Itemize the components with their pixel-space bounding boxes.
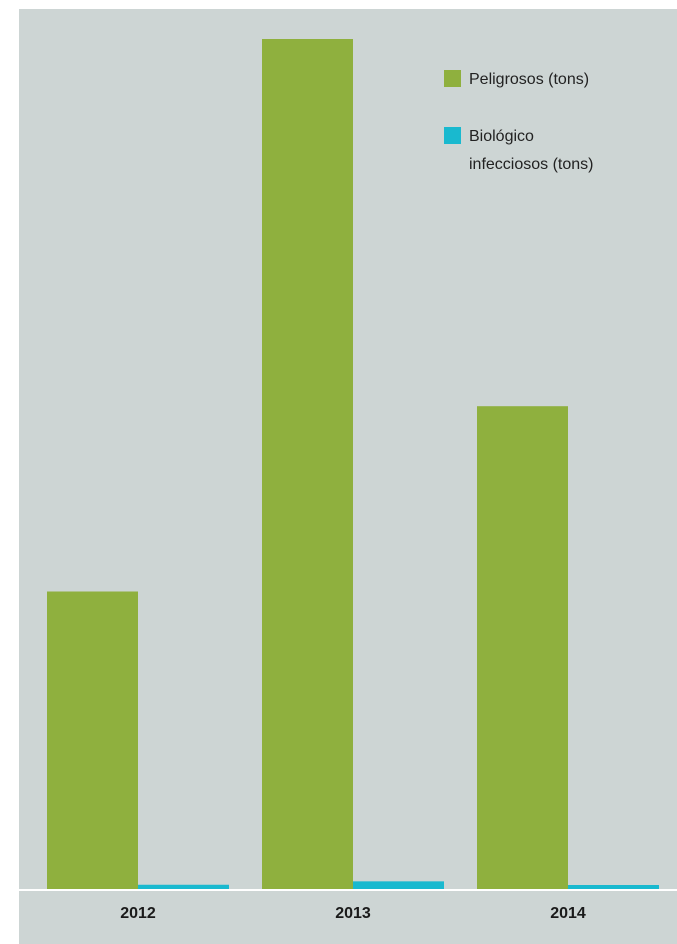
bar-biologico-2012 bbox=[138, 884, 229, 889]
x-tick-label-2013: 2013 bbox=[335, 905, 371, 922]
bar-peligrosos-2014 bbox=[477, 406, 568, 889]
legend-label-line: Peligrosos (tons) bbox=[469, 71, 589, 88]
legend-label-biologico: Biológico infecciosos (tons) bbox=[469, 128, 594, 173]
legend-swatch-peligrosos bbox=[444, 70, 461, 87]
x-tick-label-2012: 2012 bbox=[120, 905, 156, 922]
bar-peligrosos-2012 bbox=[47, 591, 138, 889]
bar-peligrosos-2013 bbox=[262, 39, 353, 889]
bar-biologico-2013 bbox=[353, 881, 444, 889]
legend-label-line: infecciosos (tons) bbox=[469, 156, 594, 173]
bars-layer bbox=[47, 39, 659, 889]
legend-label-peligrosos: Peligrosos (tons) bbox=[469, 71, 589, 88]
bar-biologico-2014 bbox=[568, 885, 659, 889]
x-tick-label-2014: 2014 bbox=[550, 905, 586, 922]
x-tick-labels: 2012 2013 2014 bbox=[120, 905, 586, 922]
legend-swatch-biologico bbox=[444, 127, 461, 144]
legend-label-line: Biológico bbox=[469, 128, 534, 145]
legend: Peligrosos (tons) Biológico infecciosos (t… bbox=[444, 70, 594, 173]
